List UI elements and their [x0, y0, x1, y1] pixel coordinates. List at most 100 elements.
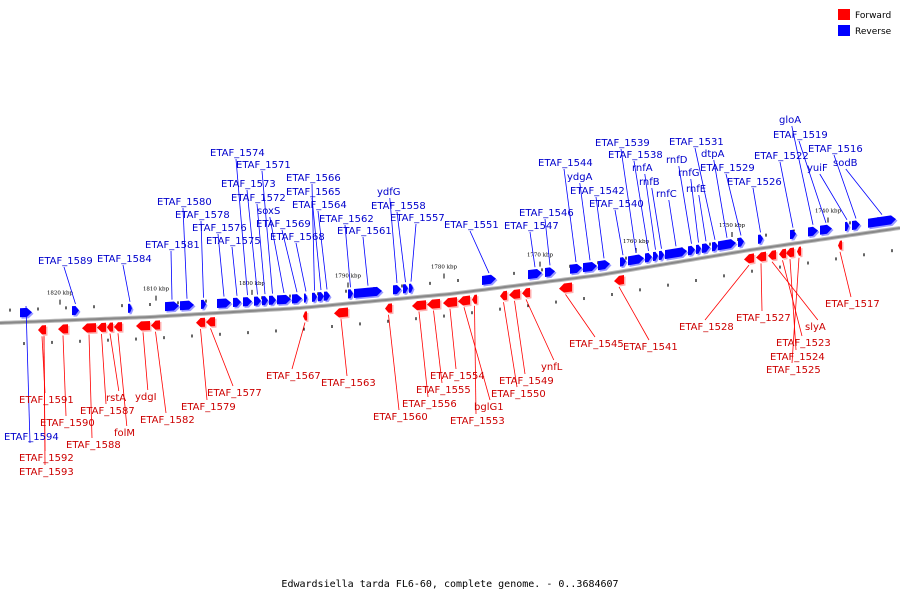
gene-ETAF_1582[interactable]: [151, 320, 160, 330]
gene-ETAF_1524[interactable]: [786, 247, 794, 258]
leader-ETAF_1584: [122, 264, 131, 302]
gene-ETAF_1561[interactable]: [354, 286, 382, 298]
gene-ETAF_1526[interactable]: [758, 234, 763, 244]
gene-ETAF_1523[interactable]: [779, 248, 786, 259]
leader-sodB: [845, 168, 883, 215]
gene-rnfB[interactable]: [659, 250, 664, 261]
gene-folM[interactable]: [114, 322, 122, 332]
gene-ETAF_1540[interactable]: [620, 257, 626, 267]
leader-ydgI: [142, 332, 149, 391]
gene-ETAF_1590[interactable]: [58, 324, 68, 334]
gene-ETAF_1578[interactable]: [201, 299, 206, 309]
gene-label-soxS: soxS: [257, 206, 280, 217]
gene-ETAF_1584[interactable]: [128, 303, 132, 313]
gene-ETAF_1577[interactable]: [206, 317, 215, 327]
gene-rnfC[interactable]: [665, 247, 687, 260]
gene-ETAF_1531[interactable]: [712, 241, 718, 252]
gene-ETAF_1519[interactable]: [820, 224, 832, 235]
gene-ETAF_1580[interactable]: [180, 300, 194, 311]
gene-label-bglG1: bglG1: [474, 402, 504, 413]
gene-slyA[interactable]: [768, 250, 776, 260]
gene-ETAF_1587[interactable]: [97, 322, 106, 332]
gene-rstA[interactable]: [107, 322, 113, 332]
gene-label-ETAF_1544: ETAF_1544: [538, 158, 593, 169]
gene-label-ydfG: ydfG: [377, 187, 401, 198]
gene-label-ETAF_1576: ETAF_1576: [192, 223, 247, 234]
gene-bglG1[interactable]: [458, 295, 470, 306]
gene-ETAF_1574[interactable]: [243, 297, 252, 307]
gene-ETAF_1525[interactable]: [797, 246, 801, 256]
gene-ETAF_1571[interactable]: [269, 295, 276, 305]
gene-ETAF_1555[interactable]: [427, 298, 440, 309]
gene-ETAF_1565[interactable]: [318, 292, 324, 302]
gene-ETAF_1529[interactable]: [738, 237, 744, 248]
gene-ETAF_1588[interactable]: [82, 323, 96, 333]
gene-ETAF_1541[interactable]: [614, 275, 624, 285]
gene-ETAF_1550[interactable]: [500, 290, 507, 301]
gene-ETAF_1589[interactable]: [72, 305, 79, 316]
gene-ETAF_1553[interactable]: [472, 294, 477, 304]
gene-ETAF_1581[interactable]: [165, 301, 179, 312]
scale-tick-label: 1800 kbp: [239, 281, 266, 287]
gene-ETAF_1522[interactable]: [790, 229, 796, 240]
leader-ETAF_1524: [789, 259, 797, 351]
leader-rstA: [109, 333, 120, 392]
leader-dtpA: [713, 159, 728, 238]
gene-ETAF_1562[interactable]: [348, 289, 353, 299]
gene-ETAF_1546[interactable]: [545, 267, 555, 277]
gene-ETAF_1560[interactable]: [385, 303, 392, 313]
gene-ETAF_1539[interactable]: [628, 254, 644, 266]
gene-ydgA[interactable]: [583, 262, 597, 273]
leader-rnfG: [690, 178, 699, 243]
gene-label-ETAF_1545: ETAF_1545: [569, 339, 624, 350]
gene-ydfG[interactable]: [393, 284, 401, 295]
gene-soxS[interactable]: [277, 294, 291, 305]
gene-ETAF_1568[interactable]: [304, 293, 307, 303]
gene-ETAF_1558[interactable]: [403, 284, 408, 294]
gene-ETAF_1549[interactable]: [509, 289, 520, 299]
gene-ETAF_1563[interactable]: [334, 307, 348, 318]
gene-ETAF_1566[interactable]: [312, 292, 317, 302]
gene-ETAF_1545[interactable]: [559, 282, 572, 293]
gene-ETAF_1576[interactable]: [217, 298, 231, 308]
gene-ETAF_1569[interactable]: [292, 294, 302, 304]
gene-ETAF_1556[interactable]: [412, 300, 426, 311]
gene-yuiF[interactable]: [845, 221, 849, 232]
gene-ETAF_1544[interactable]: [570, 263, 582, 274]
gene-rnfG[interactable]: [696, 244, 701, 254]
leader-ETAF_1554: [449, 308, 457, 370]
leader-ETAF_1526: [752, 187, 761, 233]
gene-ETAF_1517[interactable]: [838, 240, 842, 250]
gene-ETAF_1575[interactable]: [233, 297, 241, 308]
leader-ETAF_1579: [200, 328, 208, 401]
gene-ETAF_1591[interactable]: [38, 325, 46, 335]
gene-ETAF_1542[interactable]: [598, 260, 610, 271]
gene-ETAF_1516[interactable]: [852, 220, 860, 231]
gene-rnfD[interactable]: [688, 245, 695, 256]
gene-sodB[interactable]: [868, 215, 896, 228]
gene-label-rnfE: rnfE: [686, 184, 706, 195]
gene-dtpA[interactable]: [718, 239, 736, 251]
gene-rnfA[interactable]: [653, 251, 658, 262]
gene-label-folM: folM: [114, 428, 135, 439]
gene-ETAF_1579[interactable]: [196, 317, 205, 327]
gene-ETAF_1572[interactable]: [262, 296, 268, 306]
gene-ETAF_1538[interactable]: [645, 252, 652, 263]
gene-ETAF_1573[interactable]: [254, 296, 261, 306]
gene-ETAF_1551[interactable]: [482, 274, 496, 285]
gene-gloA[interactable]: [808, 226, 818, 237]
gene-ETAF_1547[interactable]: [528, 268, 542, 280]
gene-ETAF_1554[interactable]: [443, 297, 457, 308]
leader-ETAF_1541: [618, 286, 650, 341]
gene-ETAF_1567[interactable]: [303, 311, 307, 321]
gene-ynfL[interactable]: [522, 287, 530, 298]
gene-label-ETAF_1594: ETAF_1594: [4, 432, 59, 443]
gene-rnfE[interactable]: [702, 243, 710, 253]
gene-ydgI[interactable]: [136, 321, 150, 331]
gene-label-ETAF_1517: ETAF_1517: [825, 299, 880, 310]
gene-ETAF_1528[interactable]: [744, 253, 754, 264]
gene-label-ETAF_1529: ETAF_1529: [700, 163, 755, 174]
gene-ETAF_1527[interactable]: [756, 251, 766, 262]
gene-ETAF_1557[interactable]: [409, 283, 413, 293]
gene-ETAF_1564[interactable]: [324, 291, 330, 301]
